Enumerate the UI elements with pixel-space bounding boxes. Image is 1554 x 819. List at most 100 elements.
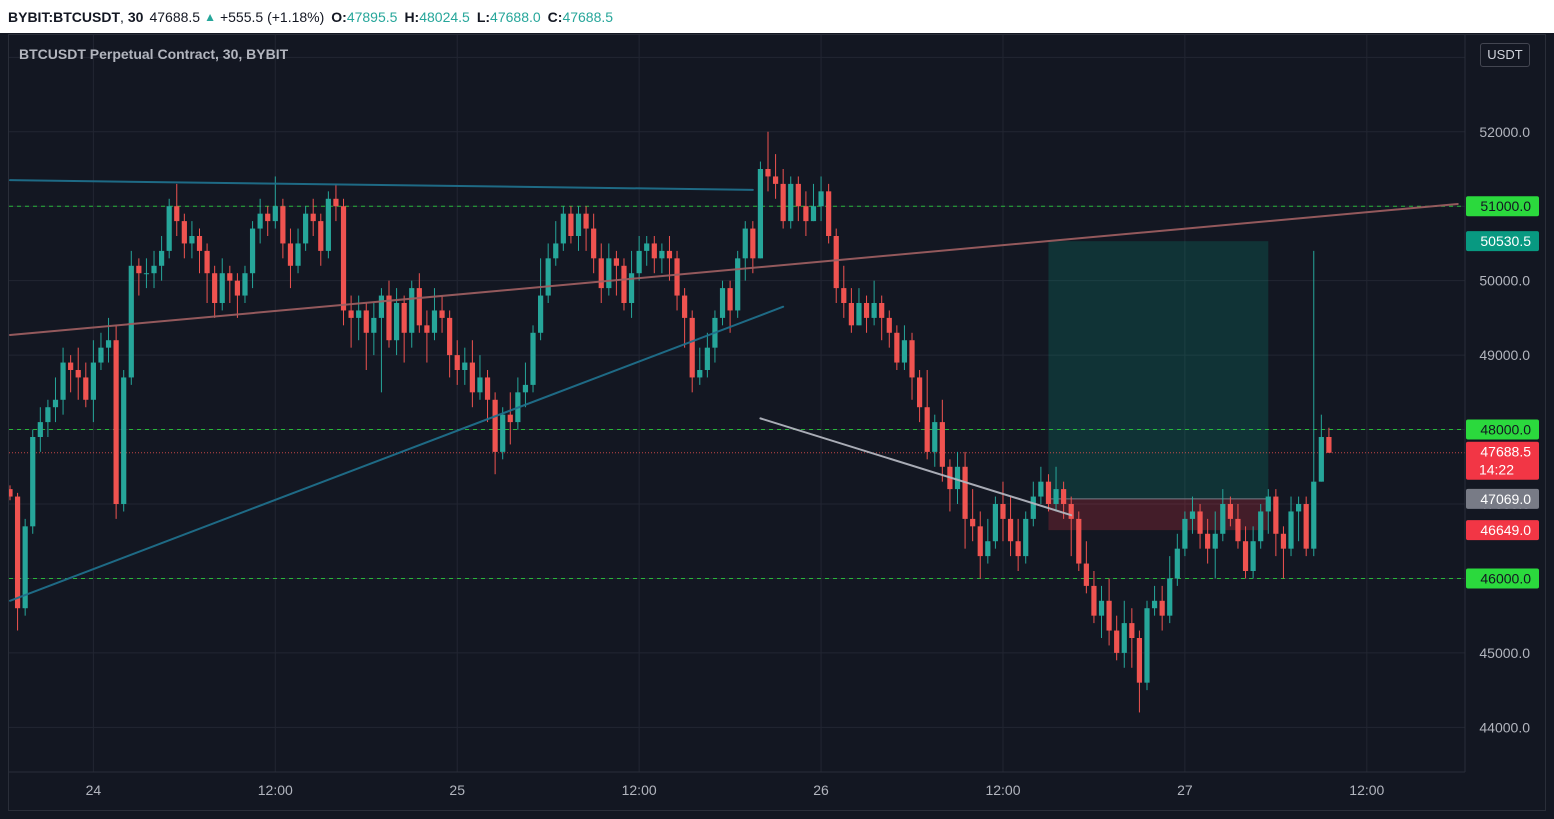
candle-body xyxy=(735,258,741,311)
candle-body xyxy=(318,221,324,251)
candle-body xyxy=(522,384,529,393)
candle xyxy=(166,198,172,259)
candle-body xyxy=(1151,600,1158,609)
candle xyxy=(719,280,726,326)
candle-body xyxy=(37,422,43,437)
candle-body xyxy=(287,243,294,266)
candle-body xyxy=(462,362,468,370)
candle-body xyxy=(1227,504,1233,519)
candle-body xyxy=(848,303,854,326)
candle xyxy=(492,392,498,475)
candle xyxy=(1273,489,1279,557)
candle xyxy=(863,295,870,333)
candle-body xyxy=(219,273,225,303)
candle xyxy=(1098,585,1105,638)
close-value: 47688.5 xyxy=(562,8,614,25)
candle-body xyxy=(1038,481,1044,497)
candle-body xyxy=(750,228,756,259)
candle-body xyxy=(1098,600,1105,616)
candle xyxy=(977,511,983,579)
candle-body xyxy=(121,377,127,504)
candle-body xyxy=(181,221,187,244)
candle-body xyxy=(227,273,233,281)
candle xyxy=(682,288,688,348)
price-change-value: +555.5 (+1.18%) xyxy=(219,8,325,25)
candle-body xyxy=(409,288,415,333)
candle xyxy=(818,176,824,222)
candle xyxy=(1159,585,1165,631)
candle-body xyxy=(1197,511,1203,534)
candle xyxy=(1007,496,1014,557)
candle xyxy=(378,288,385,393)
price-tag-label: 47688.5 xyxy=(1480,444,1531,460)
candle-body xyxy=(507,414,513,423)
candle xyxy=(530,325,536,393)
candle-body xyxy=(60,362,66,400)
candle xyxy=(598,243,604,303)
currency-button[interactable]: USDT xyxy=(1480,43,1530,67)
candle-body xyxy=(810,206,817,222)
candle xyxy=(477,355,483,400)
candle-body xyxy=(886,317,892,333)
candle xyxy=(826,183,832,244)
candle-body xyxy=(1030,496,1036,519)
candle-body xyxy=(1000,504,1006,519)
price-tag-label: 50530.5 xyxy=(1480,233,1531,249)
candle xyxy=(1129,608,1135,668)
candle xyxy=(1121,600,1127,668)
candle-body xyxy=(280,206,286,244)
candle-body xyxy=(1159,600,1165,616)
position-profit-zone xyxy=(1048,241,1269,499)
candle xyxy=(894,325,900,370)
candle-body xyxy=(257,213,263,229)
price-tag-label: 46649.0 xyxy=(1480,522,1531,538)
candle-body xyxy=(1076,518,1082,564)
candle-body xyxy=(272,206,278,222)
price-tag: 51000.0 xyxy=(1466,196,1539,217)
candle-body xyxy=(204,250,210,274)
candle-body xyxy=(393,303,400,341)
candle-body xyxy=(856,303,862,326)
candle-body xyxy=(530,332,536,385)
candle-body xyxy=(1007,518,1014,542)
candle xyxy=(954,451,961,504)
candle-body xyxy=(1296,504,1302,512)
price-tag: 46000.0 xyxy=(1466,568,1539,589)
candle xyxy=(386,280,392,348)
candle-body xyxy=(52,399,59,408)
candle xyxy=(795,176,801,222)
candle-body xyxy=(666,250,673,259)
candle-body xyxy=(1068,504,1074,519)
candle-body xyxy=(651,243,657,259)
candle-body xyxy=(1114,630,1120,653)
candle xyxy=(416,273,422,333)
candle xyxy=(469,340,475,408)
candle xyxy=(659,243,665,274)
interval-label[interactable]: 30 xyxy=(127,8,144,25)
candle-body xyxy=(560,213,566,244)
candle-body xyxy=(447,317,453,356)
candle-body xyxy=(901,340,908,363)
candle xyxy=(325,191,331,259)
candle xyxy=(265,206,271,236)
candle-body xyxy=(151,265,157,274)
candle xyxy=(401,295,407,363)
candle xyxy=(447,310,453,378)
candle-body xyxy=(310,213,316,222)
candle-body xyxy=(90,362,96,400)
candle xyxy=(151,250,157,289)
candle-body xyxy=(128,265,134,378)
candle xyxy=(962,451,968,549)
candle xyxy=(75,347,81,400)
candle xyxy=(219,258,225,311)
candle xyxy=(606,243,612,296)
candle-body xyxy=(371,317,377,333)
candle-body xyxy=(803,206,809,222)
candle-body xyxy=(166,206,172,251)
candle-body xyxy=(826,191,832,236)
candle xyxy=(1280,526,1287,579)
candle-body xyxy=(1303,504,1309,549)
candle xyxy=(727,280,733,333)
symbol-name[interactable]: BYBIT:BTCUSDT xyxy=(8,8,120,25)
